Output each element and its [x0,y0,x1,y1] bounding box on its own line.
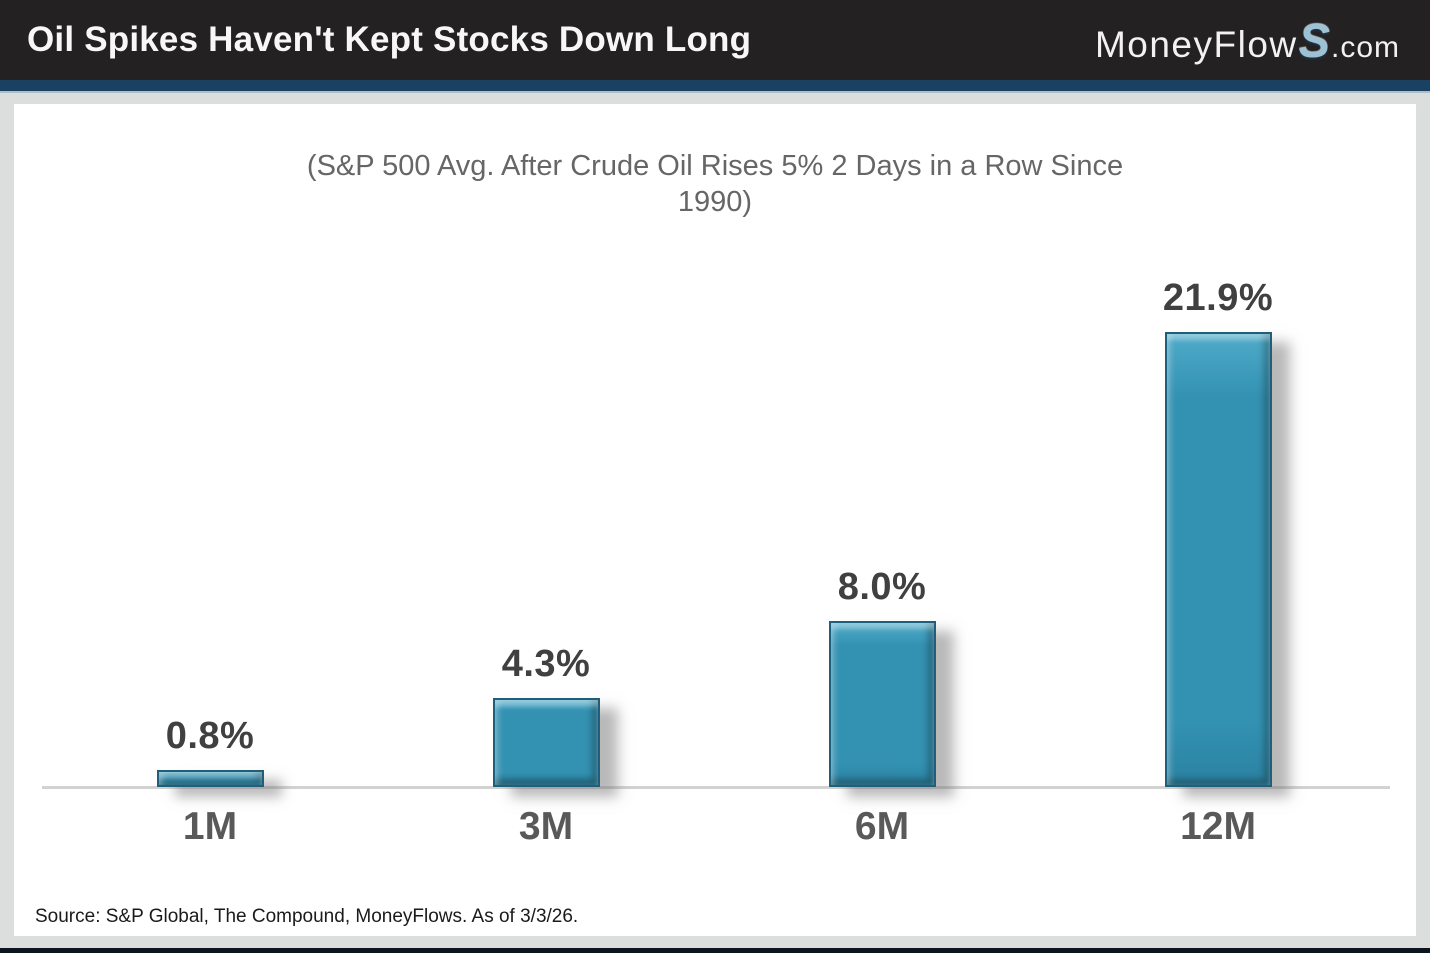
logo-text-suffix: .com [1330,30,1400,64]
category-label-12m: 12M [1180,805,1256,848]
bottom-accent-bar [0,948,1430,953]
logo-text-prefix: MoneyFlow [1094,23,1298,65]
header-accent-strip [0,80,1430,93]
category-label-3m: 3M [518,805,574,848]
value-label-12m: 21.9% [1162,277,1274,319]
bar-6m [828,621,936,787]
source-note: Source: S&P Global, The Compound, MoneyF… [35,906,579,927]
header-bar: Oil Spikes Haven't Kept Stocks Down Long… [0,0,1430,80]
value-label-6m: 8.0% [837,566,927,608]
bar-1m [156,770,264,787]
chart-card: (S&P 500 Avg. After Crude Oil Rises 5% 2… [14,104,1416,936]
x-axis-line [42,786,1390,789]
chart-subtitle-wrap: (S&P 500 Avg. After Crude Oil Rises 5% 2… [14,148,1416,221]
bar-12m [1164,332,1272,787]
page-title: Oil Spikes Haven't Kept Stocks Down Long [27,20,752,59]
chart-subtitle: (S&P 500 Avg. After Crude Oil Rises 5% 2… [306,150,1124,219]
moneyflows-logo: MoneyFlow S .com [1095,13,1400,68]
category-label-1m: 1M [182,805,238,848]
value-label-1m: 0.8% [165,715,255,757]
logo-swoosh-s-icon: S [1298,13,1330,67]
chart-area: 0.8% 1M 4.3% 3M 8.0% 6M 21.9% 12M [14,104,1416,936]
bar-3m [492,698,600,787]
category-label-6m: 6M [854,805,910,848]
value-label-3m: 4.3% [501,643,591,685]
